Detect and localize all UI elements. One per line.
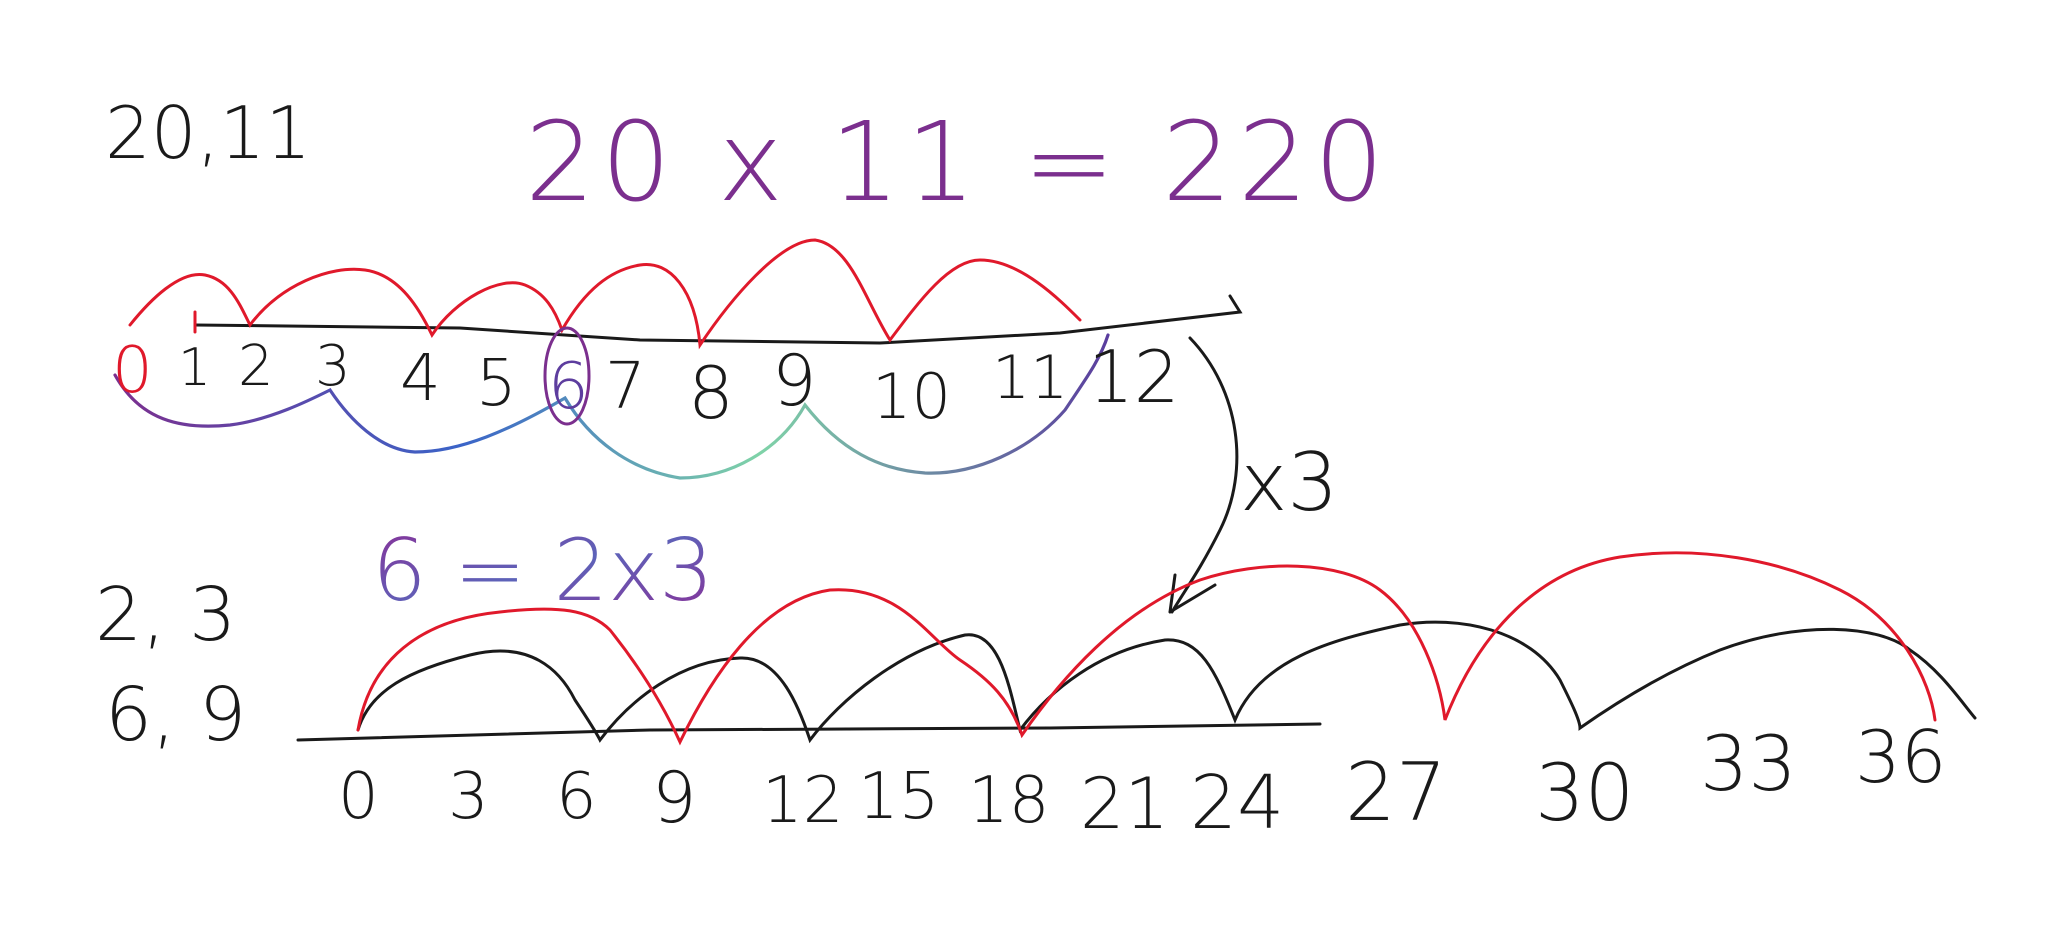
top-gradient-hops (113, 333, 1110, 480)
top-tick-label: 12 (1088, 335, 1180, 419)
left-note-second: 6, 9 (105, 672, 246, 758)
top-tick-label: 6 (548, 350, 589, 424)
top-red-hops (128, 238, 1082, 350)
top-number-line: 0 1 2 3 4 5 6 7 8 9 10 11 12 (112, 238, 1243, 480)
top-tick-label: 9 (772, 340, 817, 422)
equation-top: 20 x 11 = 220 (525, 98, 1390, 226)
bottom-tick-label: 30 (1535, 749, 1634, 839)
bottom-tick-label: 33 (1700, 719, 1797, 808)
bottom-tick-label: 27 (1345, 746, 1447, 839)
bottom-tick-label: 12 (762, 764, 843, 838)
top-tick-label: 3 (315, 334, 351, 399)
top-tick-label: 4 (400, 342, 441, 416)
top-tick-labels: 0 1 2 3 4 5 6 7 8 9 10 11 12 (112, 334, 1180, 435)
bottom-tick-label: 9 (652, 757, 697, 839)
multiplier-arrow: x3 (1168, 336, 1338, 614)
bottom-tick-label: 15 (858, 760, 939, 834)
multiplier-arrow-line (1170, 336, 1239, 614)
top-axis-line (193, 294, 1243, 345)
equation-bottom: 6 = 2x3 (372, 521, 714, 621)
top-tick-label: 0 (112, 334, 153, 408)
bottom-red-hops (356, 551, 1937, 746)
top-highlight-six-circle (543, 326, 591, 426)
top-tick-label: 8 (688, 351, 734, 435)
bottom-number-line: 0 3 6 9 12 15 18 21 24 27 30 33 36 (296, 551, 1977, 846)
bottom-tick-label: 18 (968, 764, 1049, 838)
bottom-black-hops (356, 620, 1977, 744)
bottom-tick-labels: 0 3 6 9 12 15 18 21 24 27 30 33 36 (338, 715, 1947, 846)
left-note-first: 2, 3 (95, 572, 236, 658)
bottom-axis-line (296, 722, 1322, 742)
top-left-note: 20,11 (105, 91, 311, 175)
multiplier-label: x3 (1240, 436, 1338, 529)
top-tick-label: 7 (605, 350, 646, 424)
bottom-tick-label: 21 (1080, 763, 1169, 845)
bottom-tick-label: 3 (448, 760, 489, 834)
bottom-tick-label: 36 (1855, 715, 1947, 799)
top-tick-label: 11 (992, 343, 1068, 413)
top-tick-label: 1 (178, 338, 211, 398)
bottom-tick-label: 0 (338, 760, 379, 834)
top-tick-label: 10 (872, 360, 951, 433)
bottom-tick-label: 6 (556, 760, 597, 834)
top-tick-label: 5 (476, 347, 517, 421)
top-tick-label: 2 (238, 334, 274, 399)
bottom-tick-label: 24 (1190, 760, 1284, 846)
